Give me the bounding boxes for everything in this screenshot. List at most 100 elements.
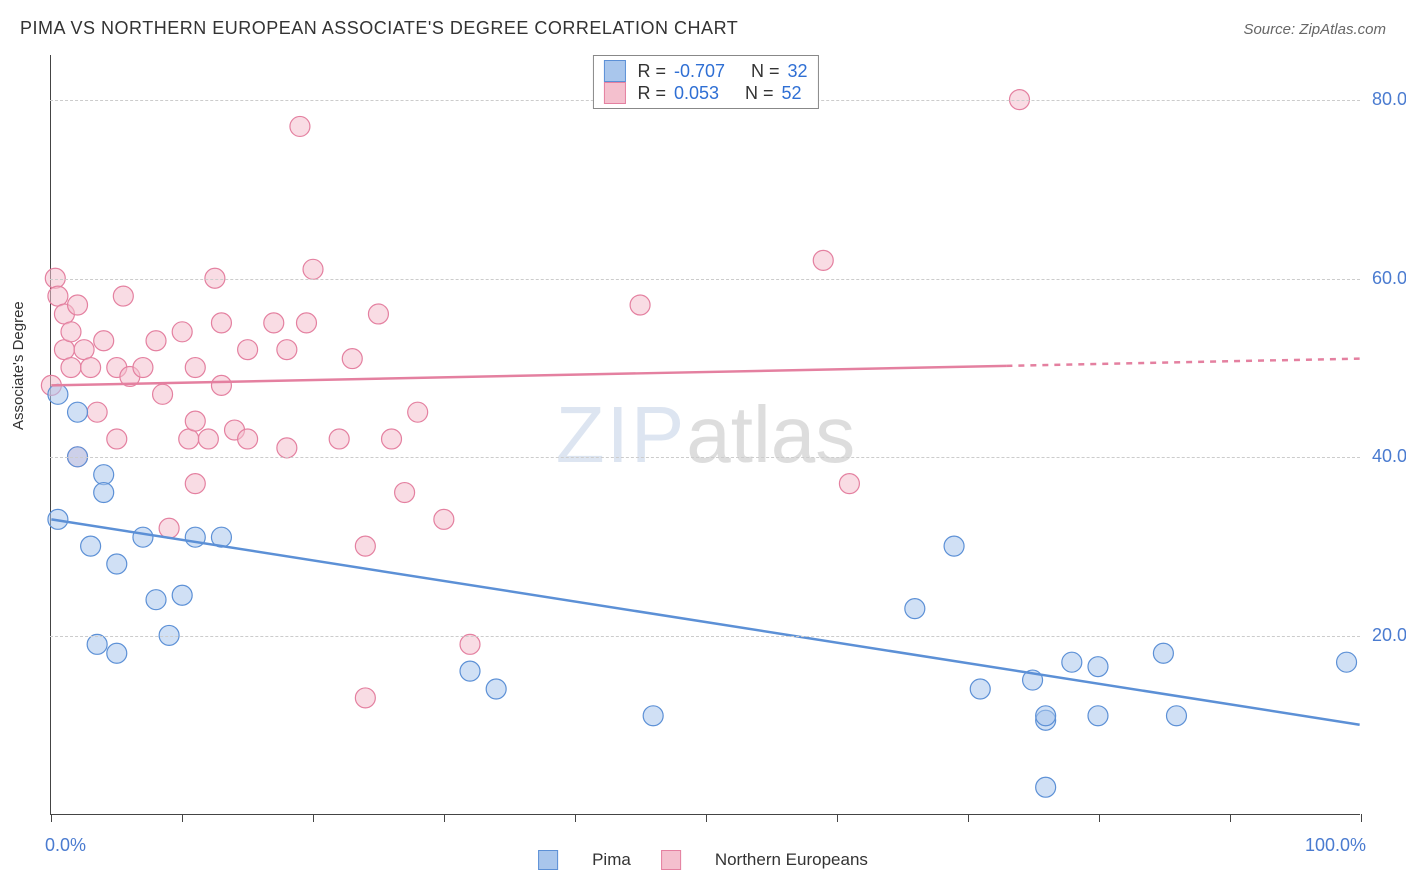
data-point — [1153, 643, 1173, 663]
x-tick-label: 0.0% — [45, 835, 86, 856]
data-point — [290, 116, 310, 136]
r-label: R = — [637, 61, 666, 82]
series-legend: Pima Northern Europeans — [538, 850, 868, 870]
data-point — [198, 429, 218, 449]
data-point — [61, 358, 81, 378]
data-point — [813, 250, 833, 270]
swatch-ne — [661, 850, 681, 870]
gridline — [50, 636, 1360, 637]
data-point — [303, 259, 323, 279]
data-point — [146, 331, 166, 351]
legend-label-pima: Pima — [592, 850, 631, 870]
trend-line — [1006, 359, 1359, 366]
n-label: N = — [751, 61, 780, 82]
data-point — [460, 661, 480, 681]
data-point — [238, 429, 258, 449]
data-point — [1036, 777, 1056, 797]
data-point — [185, 474, 205, 494]
data-point — [264, 313, 284, 333]
data-point — [382, 429, 402, 449]
data-point — [342, 349, 362, 369]
data-point — [48, 286, 68, 306]
y-tick-label: 40.0% — [1372, 446, 1406, 467]
data-point — [630, 295, 650, 315]
x-tick — [444, 814, 445, 822]
r-value-ne: 0.053 — [674, 83, 719, 104]
data-point — [133, 527, 153, 547]
data-point — [211, 313, 231, 333]
data-point — [296, 313, 316, 333]
x-tick — [1099, 814, 1100, 822]
data-point — [153, 384, 173, 404]
data-point — [48, 384, 68, 404]
data-point — [179, 429, 199, 449]
r-label: R = — [637, 83, 666, 104]
data-point — [355, 688, 375, 708]
gridline — [50, 279, 1360, 280]
swatch-pima — [603, 60, 625, 82]
data-point — [1166, 706, 1186, 726]
data-point — [395, 483, 415, 503]
data-point — [68, 295, 88, 315]
legend-row-ne: R = 0.053 N = 52 — [603, 82, 807, 104]
data-point — [74, 340, 94, 360]
data-point — [185, 358, 205, 378]
x-tick — [706, 814, 707, 822]
data-point — [238, 340, 258, 360]
data-point — [113, 286, 133, 306]
data-point — [87, 634, 107, 654]
x-tick — [1230, 814, 1231, 822]
data-point — [643, 706, 663, 726]
data-point — [277, 438, 297, 458]
y-axis-label: Associate's Degree — [10, 301, 27, 430]
x-tick — [51, 814, 52, 822]
scatter-svg — [51, 55, 1360, 814]
data-point — [159, 518, 179, 538]
data-point — [1088, 657, 1108, 677]
data-point — [172, 322, 192, 342]
x-tick — [968, 814, 969, 822]
data-point — [408, 402, 428, 422]
legend-row-pima: R = -0.707 N = 32 — [603, 60, 807, 82]
correlation-legend: R = -0.707 N = 32 R = 0.053 N = 52 — [592, 55, 818, 109]
y-tick-label: 80.0% — [1372, 89, 1406, 110]
y-tick-label: 60.0% — [1372, 268, 1406, 289]
data-point — [970, 679, 990, 699]
data-point — [355, 536, 375, 556]
data-point — [94, 465, 114, 485]
data-point — [434, 509, 454, 529]
x-tick-label: 100.0% — [1305, 835, 1366, 856]
source-label: Source: ZipAtlas.com — [1243, 21, 1386, 38]
data-point — [905, 599, 925, 619]
data-point — [61, 322, 81, 342]
data-point — [107, 429, 127, 449]
data-point — [329, 429, 349, 449]
n-label: N = — [745, 83, 774, 104]
data-point — [185, 411, 205, 431]
data-point — [107, 554, 127, 574]
data-point — [68, 402, 88, 422]
data-point — [172, 585, 192, 605]
data-point — [133, 358, 153, 378]
data-point — [1062, 652, 1082, 672]
x-tick — [182, 814, 183, 822]
swatch-pima — [538, 850, 558, 870]
x-tick — [575, 814, 576, 822]
data-point — [1088, 706, 1108, 726]
data-point — [146, 590, 166, 610]
x-tick — [1361, 814, 1362, 822]
data-point — [1036, 706, 1056, 726]
data-point — [87, 402, 107, 422]
chart-plot-area: ZIPatlas R = -0.707 N = 32 R = 0.053 N =… — [50, 55, 1360, 815]
data-point — [277, 340, 297, 360]
y-tick-label: 20.0% — [1372, 625, 1406, 646]
data-point — [107, 643, 127, 663]
data-point — [944, 536, 964, 556]
x-tick — [313, 814, 314, 822]
n-value-ne: 52 — [782, 83, 802, 104]
gridline — [50, 457, 1360, 458]
data-point — [54, 340, 74, 360]
data-point — [460, 634, 480, 654]
r-value-pima: -0.707 — [674, 61, 725, 82]
data-point — [368, 304, 388, 324]
